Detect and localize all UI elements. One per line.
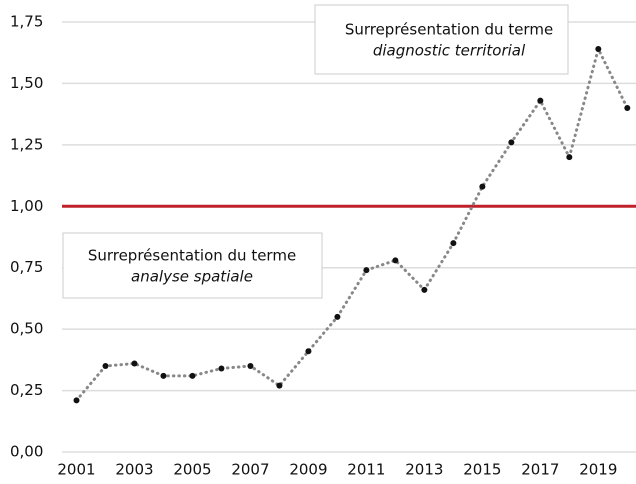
data-point (508, 139, 515, 146)
data-point (421, 286, 428, 293)
data-point (479, 183, 486, 190)
data-point (160, 372, 167, 379)
data-point (392, 257, 399, 264)
x-tick-label: 2003 (115, 461, 153, 479)
x-tick-label: 2011 (347, 461, 385, 479)
data-point (305, 348, 312, 355)
annotation-text: Surreprésentation du terme (345, 21, 553, 39)
data-point (566, 154, 573, 161)
series-line (74, 44, 629, 402)
data-point (102, 363, 109, 369)
x-tick-label: 2019 (579, 461, 617, 479)
annotation-box (314, 4, 569, 75)
x-tick-label: 2007 (231, 461, 269, 479)
data-point (276, 382, 283, 389)
data-point (131, 360, 138, 367)
x-tick-label: 2013 (405, 461, 443, 479)
data-point (334, 313, 341, 320)
data-point (247, 363, 254, 369)
data-point (218, 365, 225, 372)
data-point (624, 105, 631, 111)
x-tick-label: 2005 (173, 461, 211, 479)
annotation-text: diagnostic territorial (373, 42, 526, 60)
annotation-text: analyse spatiale (131, 268, 253, 286)
y-tick-label: 0,25 (10, 381, 43, 399)
x-tick-label: 2009 (289, 461, 327, 479)
data-point (189, 372, 196, 379)
y-tick-label: 1,00 (10, 197, 43, 215)
annotation: Surreprésentation du terme analyse spati… (62, 232, 323, 299)
data-point (73, 397, 80, 404)
x-tick-label: 2015 (463, 461, 501, 479)
data-point (363, 267, 370, 274)
y-tick-label: 1,75 (10, 13, 43, 31)
y-tick-label: 0,00 (10, 443, 43, 461)
annotation-text: Surreprésentation du terme (88, 247, 296, 265)
data-point (450, 240, 457, 247)
y-tick-label: 0,75 (10, 258, 43, 276)
x-tick-label: 2017 (521, 461, 559, 479)
y-tick-label: 1,25 (10, 135, 43, 153)
annotation-box (62, 232, 323, 299)
y-tick-label: 1,50 (10, 74, 43, 92)
x-tick-label: 2001 (57, 461, 95, 479)
y-tick-label: 0,50 (10, 320, 43, 338)
data-point (537, 97, 544, 104)
annotation: Surreprésentation du terme diagnostic te… (314, 4, 569, 75)
data-point (595, 46, 602, 53)
